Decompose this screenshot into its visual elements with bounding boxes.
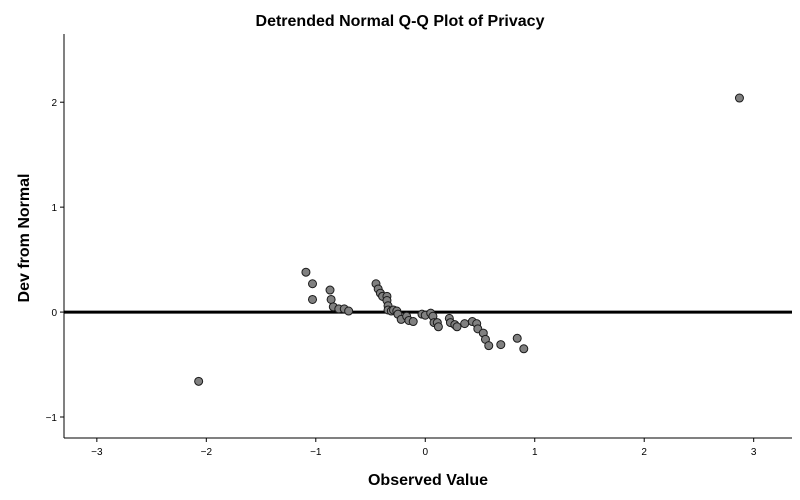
- y-axis-ticks: −1 0 1 2: [46, 98, 64, 424]
- y-tick-label: −1: [46, 413, 58, 424]
- x-tick-label: −1: [310, 447, 322, 458]
- data-point: [519, 344, 529, 354]
- plot-area: −3 −2 −1 0 1 2 3 −1 0 1 2: [46, 34, 792, 458]
- data-point: [308, 294, 318, 304]
- data-points: [194, 93, 744, 386]
- data-point: [452, 322, 462, 332]
- x-tick-label: −2: [201, 447, 213, 458]
- x-axis-label: Observed Value: [368, 472, 488, 489]
- data-point: [326, 294, 336, 304]
- y-axis-label: Dev from Normal: [16, 174, 33, 303]
- x-tick-label: −3: [91, 447, 103, 458]
- data-point: [460, 319, 470, 329]
- data-point: [325, 285, 335, 295]
- x-tick-label: 3: [751, 447, 757, 458]
- data-point: [408, 317, 418, 327]
- data-point: [496, 340, 506, 350]
- data-point: [301, 267, 311, 277]
- x-tick-label: 0: [422, 447, 428, 458]
- y-tick-label: 1: [51, 203, 57, 214]
- y-tick-label: 2: [51, 98, 57, 109]
- data-point: [344, 306, 354, 316]
- data-point: [484, 341, 494, 351]
- chart-title: Detrended Normal Q-Q Plot of Privacy: [256, 13, 545, 30]
- data-point: [433, 322, 443, 332]
- x-tick-label: 2: [641, 447, 647, 458]
- data-point: [512, 333, 522, 343]
- y-tick-label: 0: [51, 308, 57, 319]
- x-axis-ticks: −3 −2 −1 0 1 2 3: [91, 438, 757, 458]
- data-point: [308, 279, 318, 289]
- x-tick-label: 1: [532, 447, 538, 458]
- data-point: [734, 93, 744, 103]
- data-point: [194, 376, 204, 386]
